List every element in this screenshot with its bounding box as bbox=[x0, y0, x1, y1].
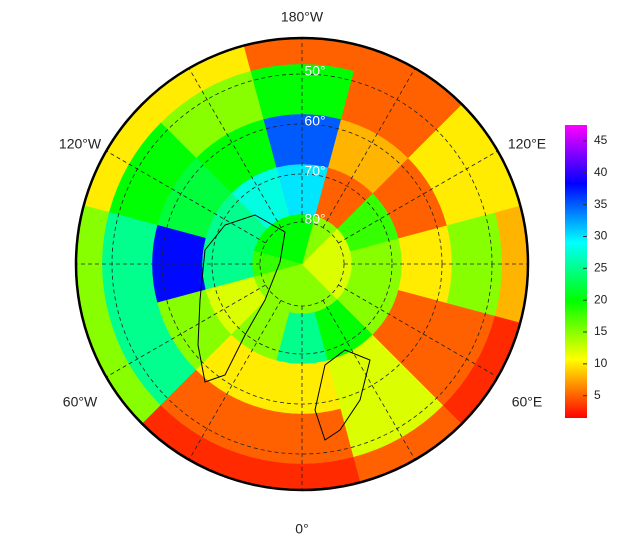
latitude-label: 70° bbox=[304, 163, 325, 179]
map-border bbox=[74, 36, 530, 492]
meridian bbox=[338, 284, 498, 378]
colorbar-tick-label: 5 bbox=[594, 388, 601, 402]
scandinavia-coast bbox=[314, 349, 371, 441]
heat-cell bbox=[239, 456, 365, 490]
longitude-label: 60°W bbox=[63, 394, 98, 410]
graticule bbox=[76, 38, 528, 490]
colorbar-tick-label: 20 bbox=[594, 292, 608, 306]
meridian bbox=[322, 68, 416, 228]
greenland-coast bbox=[197, 214, 286, 383]
colorbar-tick-label: 10 bbox=[594, 356, 608, 370]
meridian bbox=[188, 68, 282, 228]
latitude-label: 60° bbox=[304, 113, 325, 129]
longitude-label: 60°E bbox=[512, 394, 543, 410]
longitude-label: 120°E bbox=[508, 136, 546, 152]
longitude-label: 180°W bbox=[281, 9, 324, 25]
meridian bbox=[338, 150, 498, 244]
colorbar-tick-label: 30 bbox=[594, 229, 608, 243]
latitude-label: 50° bbox=[304, 63, 325, 79]
meridian bbox=[188, 300, 282, 460]
latitude-circle bbox=[211, 173, 393, 355]
meridian bbox=[106, 284, 266, 378]
colorbar-tick-label: 45 bbox=[594, 133, 608, 147]
longitude-label: 120°W bbox=[59, 136, 102, 152]
colorbar-gradient bbox=[565, 125, 587, 418]
latitude-label: 80° bbox=[304, 211, 325, 227]
colorbar-tick-label: 40 bbox=[594, 165, 608, 179]
heatmap bbox=[76, 38, 528, 490]
colorbar-tick-label: 35 bbox=[594, 197, 608, 211]
colorbar-tick-label: 25 bbox=[594, 260, 608, 274]
labels: 180°W 120°W 120°E 60°W 60°E 0° 50° 60° 70° 80° bbox=[59, 9, 546, 537]
meridian bbox=[106, 150, 266, 244]
meridian bbox=[322, 300, 416, 460]
heat-cell bbox=[494, 201, 528, 327]
colorbar: 5 10 15 20 25 30 35 40 45 bbox=[565, 125, 608, 418]
heat-cell bbox=[76, 201, 110, 327]
colorbar-tick-label: 15 bbox=[594, 324, 608, 338]
longitude-label: 0° bbox=[295, 521, 308, 537]
heat-cell bbox=[239, 38, 365, 72]
